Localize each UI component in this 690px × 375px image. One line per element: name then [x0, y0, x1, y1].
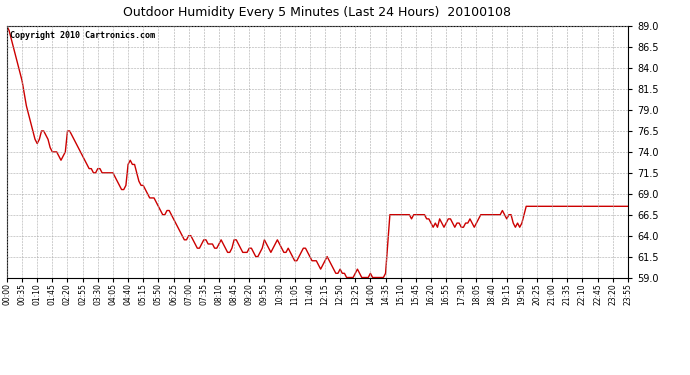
- Text: Outdoor Humidity Every 5 Minutes (Last 24 Hours)  20100108: Outdoor Humidity Every 5 Minutes (Last 2…: [124, 6, 511, 19]
- Text: Copyright 2010 Cartronics.com: Copyright 2010 Cartronics.com: [10, 31, 155, 40]
